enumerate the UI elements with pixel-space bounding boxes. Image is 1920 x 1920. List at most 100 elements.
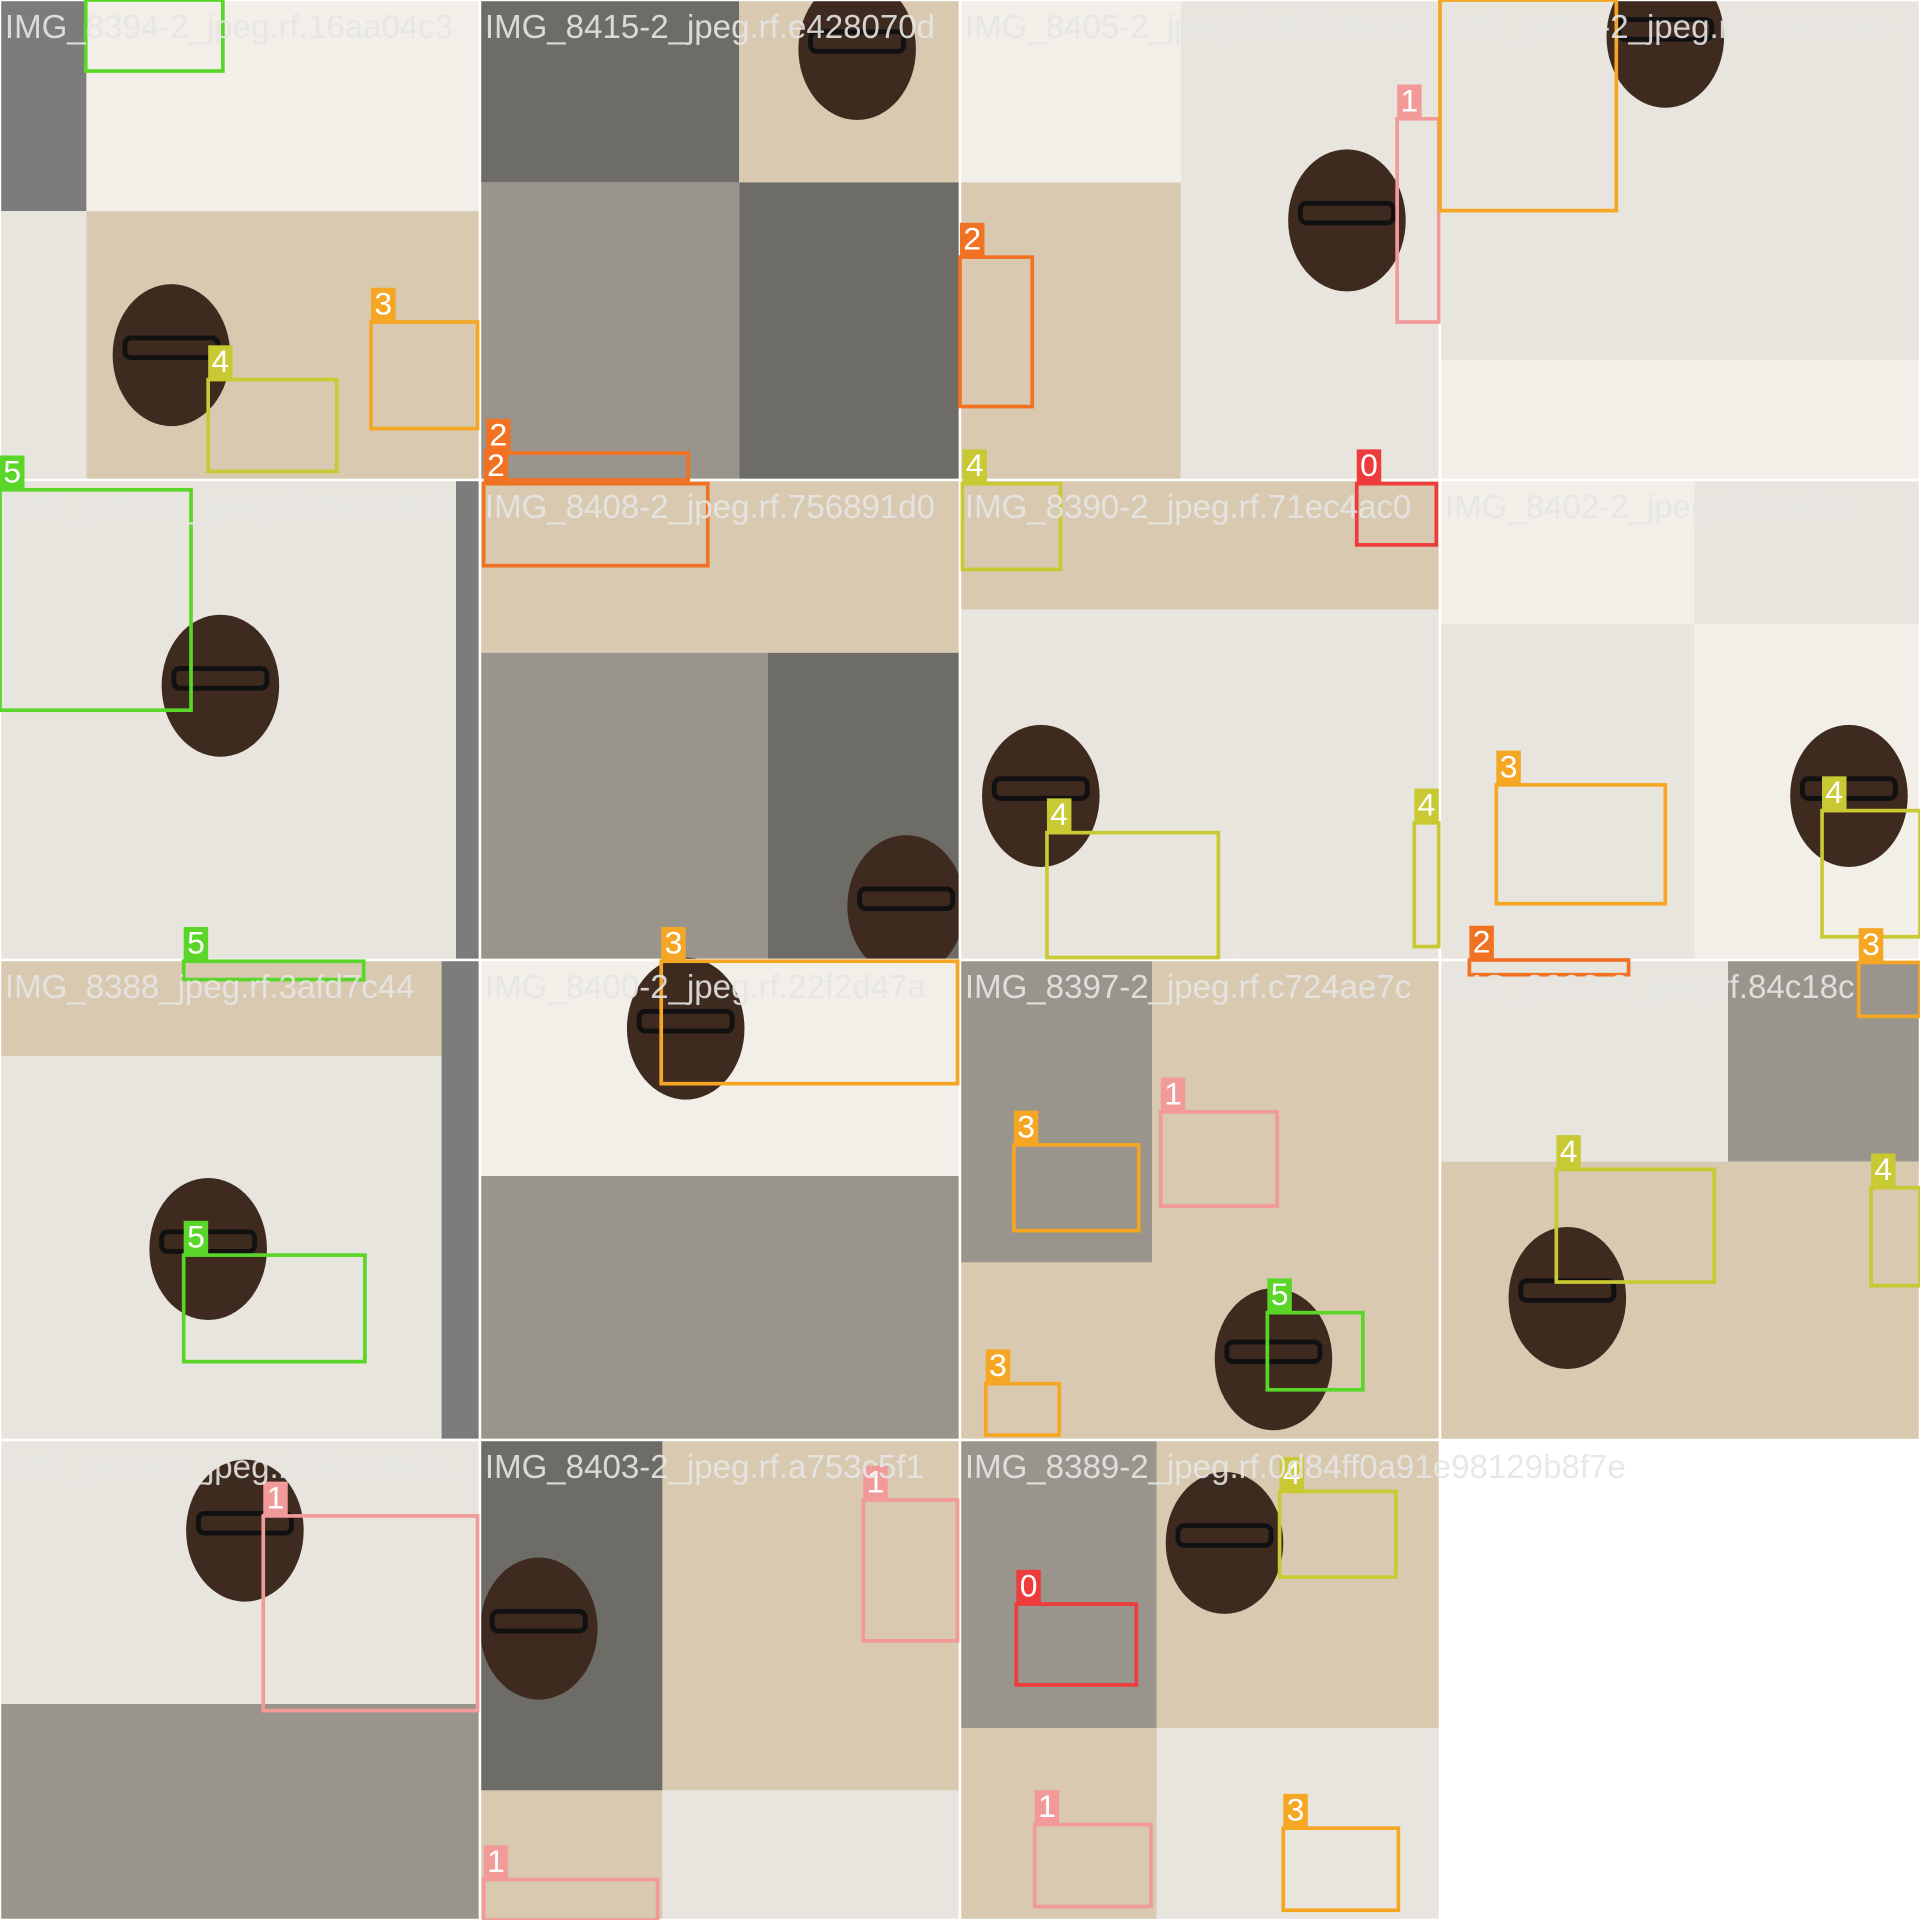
class-label-bg xyxy=(1279,1457,1305,1492)
image-region xyxy=(441,1056,480,1440)
file-name: IMG_8415-2_jpeg.rf.e428070d xyxy=(485,9,935,46)
glasses xyxy=(857,886,956,912)
image-region xyxy=(480,182,740,480)
class-label-bg xyxy=(263,1481,288,1516)
image-region xyxy=(768,480,960,653)
face xyxy=(1606,0,1725,108)
class-label-bg xyxy=(183,926,209,962)
file-name: IMG_8402-2_jpeg.rf.7c90bc xyxy=(1445,489,1855,526)
class-label: 1 xyxy=(487,1843,505,1879)
image-region xyxy=(456,480,480,960)
image-region xyxy=(1728,1161,1920,1440)
bounding-box xyxy=(659,959,960,1086)
class-label: 4 xyxy=(1825,774,1843,810)
class-label: 3 xyxy=(1862,926,1880,962)
class-label-bg xyxy=(183,1220,209,1256)
class-label-bg xyxy=(483,449,509,484)
bounding-box xyxy=(1856,960,1920,1019)
glasses xyxy=(195,1511,294,1536)
image-region xyxy=(0,211,87,480)
class-label-bg xyxy=(962,449,987,484)
class-label: 4 xyxy=(1050,796,1068,832)
glasses xyxy=(1297,200,1396,226)
image-region xyxy=(0,0,87,212)
image-region xyxy=(662,1790,960,1920)
bounding-box xyxy=(1438,0,1619,213)
class-label: 3 xyxy=(374,286,392,322)
image-region xyxy=(960,182,1181,480)
class-label-bg xyxy=(1556,1135,1581,1170)
image-region xyxy=(960,1440,1157,1728)
image-region xyxy=(86,0,480,212)
image-region xyxy=(480,0,740,183)
class-label: 4 xyxy=(1418,786,1436,822)
class-label: 5 xyxy=(187,925,205,961)
class-label: 4 xyxy=(1560,1133,1578,1169)
file-name: IMG_8395-2_jpeg.rf.3064b8d0 xyxy=(5,489,455,526)
bounding-box xyxy=(206,377,339,474)
glasses xyxy=(991,776,1090,801)
class-label: 5 xyxy=(187,1219,205,1255)
image-region xyxy=(739,182,960,480)
class-label-bg xyxy=(1283,1793,1308,1829)
class-label: 0 xyxy=(1360,447,1378,483)
glasses xyxy=(1800,776,1898,801)
class-label: 2 xyxy=(487,447,505,483)
bounding-box xyxy=(1281,1826,1401,1913)
tile-border xyxy=(958,1438,1442,1920)
class-label-bg xyxy=(1267,1278,1292,1313)
class-label-bg xyxy=(486,418,511,454)
image-region xyxy=(1233,609,1440,960)
bounding-box xyxy=(1032,1822,1153,1909)
class-label-bg xyxy=(863,1465,888,1500)
image-region xyxy=(1440,960,1728,1162)
image-region xyxy=(960,480,1234,610)
class-label-bg xyxy=(208,345,233,380)
class-label: 2 xyxy=(1473,923,1491,959)
file-name: IMG_8393-2_jpeg.rf.84c18c xyxy=(1445,969,1855,1006)
file-names: IMG_8394-2_jpeg.rf.16aa04c3 IMG_8415-2_jp… xyxy=(5,9,1893,1486)
file-name: IMG_8388_jpeg.rf.3afd7c44 xyxy=(5,969,415,1006)
bounding-box xyxy=(958,255,1035,409)
face xyxy=(1214,1288,1333,1431)
class-label: 0 xyxy=(1020,1568,1038,1604)
image-region xyxy=(1440,360,1920,480)
class-label-bg xyxy=(1356,449,1382,484)
file-name: IMG_8389-2_jpeg.rf.0d84ff0a91e98129b8f7e xyxy=(965,1449,1626,1486)
image-region xyxy=(960,960,1152,1263)
class-label-bg xyxy=(371,287,396,323)
tile-border xyxy=(1438,958,1920,1442)
file-name: IMG_8402-2_jpeg.rf.93a6c2ae xyxy=(1445,9,1893,46)
class-label: 3 xyxy=(1500,748,1518,784)
bounding-box xyxy=(83,0,225,73)
bounding-box xyxy=(1467,958,1631,977)
class-label: 3 xyxy=(665,925,683,961)
glasses xyxy=(808,29,907,54)
image-region xyxy=(1694,480,1920,624)
class-label-bg xyxy=(960,222,985,258)
bounding-box xyxy=(0,487,193,713)
bounding-box xyxy=(1014,1602,1139,1687)
image-region xyxy=(1440,480,1695,624)
file-name: IMG_8390-2_jpeg.rf.71ec4ac0 xyxy=(965,489,1411,526)
image-region xyxy=(480,652,768,960)
bounding-box xyxy=(369,320,480,431)
file-name: IMG_8397-2_jpeg.rf.c724ae7c xyxy=(965,969,1411,1006)
image-region xyxy=(1728,960,1920,1162)
class-label: 1 xyxy=(1164,1075,1182,1111)
class-label-bg xyxy=(1034,1790,1060,1825)
class-label: 1 xyxy=(1401,82,1419,118)
class-label: 5 xyxy=(3,453,21,489)
class-label-bg xyxy=(0,455,25,490)
image-region xyxy=(480,1176,960,1440)
image-region xyxy=(441,960,480,1056)
file-name: IMG_8408-2_jpeg.rf.756891d0 xyxy=(485,489,935,526)
bounding-box xyxy=(1158,1110,1279,1208)
glasses xyxy=(1175,1523,1274,1548)
image-region xyxy=(480,1790,663,1920)
bounding-box xyxy=(1494,783,1668,906)
bounding-box xyxy=(481,481,710,568)
